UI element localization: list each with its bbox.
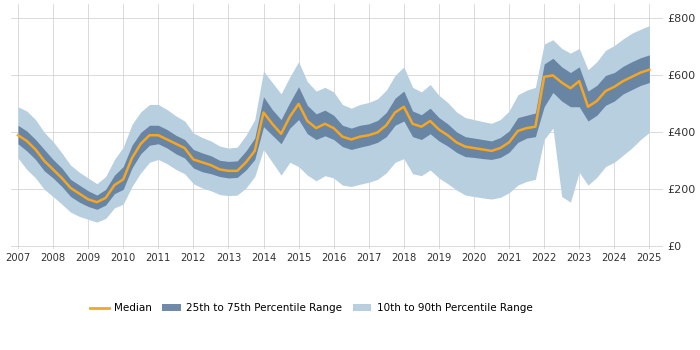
Legend: Median, 25th to 75th Percentile Range, 10th to 90th Percentile Range: Median, 25th to 75th Percentile Range, 1… — [86, 299, 536, 317]
